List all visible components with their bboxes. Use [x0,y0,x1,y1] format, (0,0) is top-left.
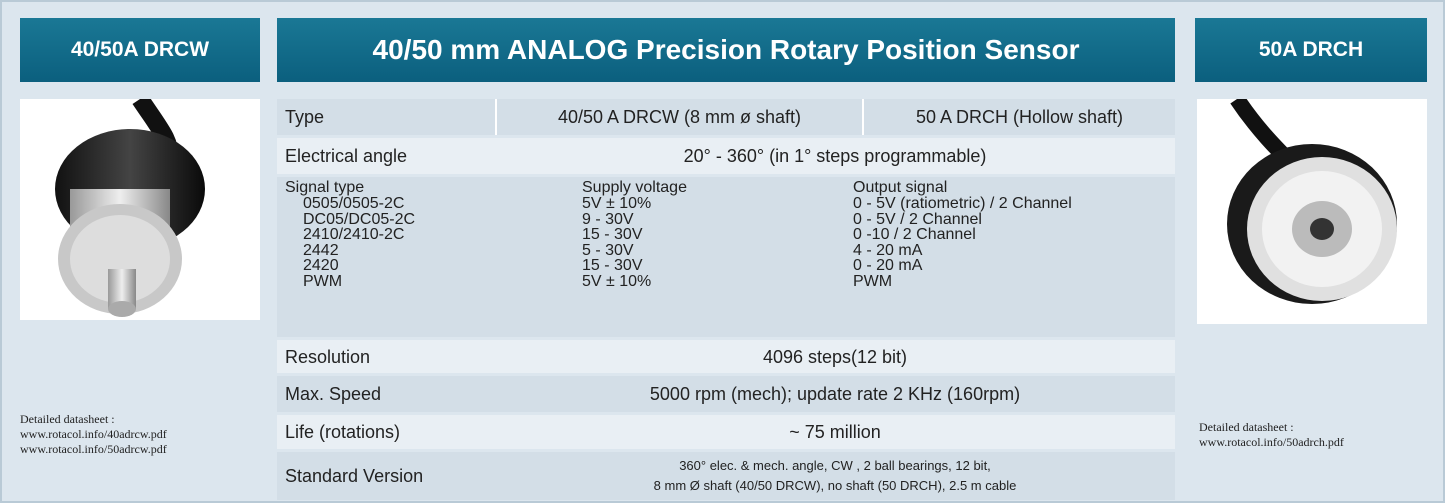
row-resolution: Resolution 4096 steps(12 bit) [277,340,1175,373]
signal-cell: 0 - 5V / 2 Channel [853,210,982,228]
value: 50 A DRCH (Hollow shaft) [915,107,1124,127]
signal-cell: 2442 [303,241,339,259]
value: ~ 75 million [789,422,881,442]
signal-cell: 4 - 20 mA [853,241,923,259]
signal-cell: 5V ± 10% [582,272,652,290]
label: Electrical angle [285,146,408,166]
signal-cell: Signal type [285,179,365,196]
value: 5000 rpm (mech); update rate 2 KHz (160r… [649,384,1021,404]
signal-cell: DC05/DC05-2C [303,210,416,228]
signal-cell: 0505/0505-2C [303,195,405,212]
link[interactable]: www.rotacol.info/50adrcw.pdf [20,442,167,456]
note-label: Detailed datasheet : [20,412,115,426]
signal-cell: 15 - 30V [582,257,643,274]
row-standard: Standard Version 360° elec. & mech. angl… [277,452,1175,500]
row-life: Life (rotations) ~ 75 million [277,415,1175,449]
signal-cell: 2420 [303,257,339,274]
label: Max. Speed [285,384,382,404]
label: Resolution [285,347,371,367]
signal-cell: 0 - 5V (ratiometric) / 2 Channel [853,195,1072,212]
signal-cell: Supply voltage [582,179,687,196]
left-title: 40/50A DRCW [20,18,260,82]
signal-cell: 0 - 20 mA [853,257,923,274]
signal-cell: 0 -10 / 2 Channel [853,226,976,243]
value: 360° elec. & mech. angle, CW , 2 ball be… [495,456,1175,496]
value: 4096 steps(12 bit) [762,347,908,367]
product-image-drch [1197,99,1427,324]
label: Type [285,107,325,127]
line: 360° elec. & mech. angle, CW , 2 ball be… [679,458,991,473]
signal-cell: 5V ± 10% [582,195,652,212]
link[interactable]: www.rotacol.info/40adrcw.pdf [20,427,167,441]
link[interactable]: www.rotacol.info/50adrch.pdf [1199,435,1344,449]
row-type: Type 40/50 A DRCW (8 mm ø shaft) 50 A DR… [277,99,1175,135]
right-note: Detailed datasheet : www.rotacol.info/50… [1199,420,1344,450]
label: Life (rotations) [285,422,401,442]
row-electrical-angle: Electrical angle 20° - 360° (in 1° steps… [277,138,1175,174]
signal-cell: 9 - 30V [582,210,634,228]
left-note: Detailed datasheet : www.rotacol.info/40… [20,412,167,457]
signal-cell: 15 - 30V [582,226,643,243]
signal-cell: PWM [303,272,343,290]
signal-cell: 5 - 30V [582,241,634,259]
value: 40/50 A DRCW (8 mm ø shaft) [557,107,802,127]
center-title: 40/50 mm ANALOG Precision Rotary Positio… [277,18,1175,82]
value: 20° - 360° (in 1° steps programmable) [683,146,987,166]
label: Standard Version [285,466,424,486]
right-title: 50A DRCH [1195,18,1427,82]
signal-cell: PWM [853,272,893,290]
signal-cell: 2410/2410-2C [303,226,405,243]
line: 8 mm Ø shaft (40/50 DRCW), no shaft (50 … [653,478,1017,493]
row-max-speed: Max. Speed 5000 rpm (mech); update rate … [277,376,1175,412]
product-image-drcw [20,99,260,320]
note-label: Detailed datasheet : [1199,420,1294,434]
signal-cell: Output signal [853,179,948,196]
row-signal: Signal type Supply voltage Output signal 05… [277,177,1175,337]
